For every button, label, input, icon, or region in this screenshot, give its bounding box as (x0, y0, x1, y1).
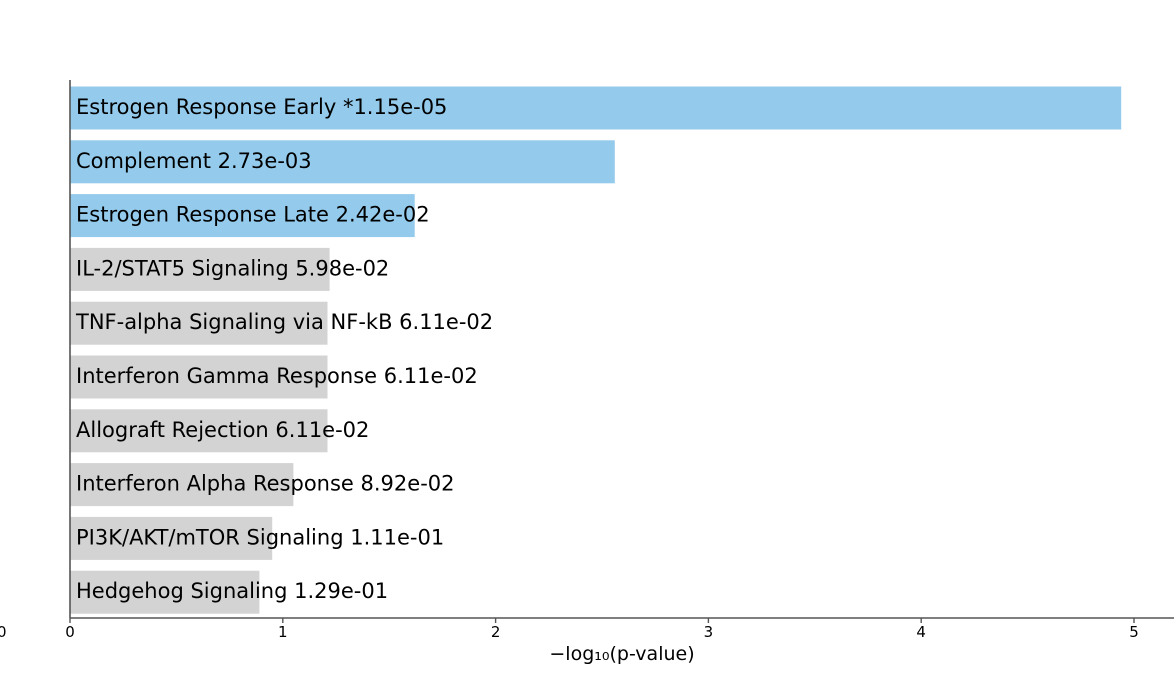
x-tick-label-5: 5 (1129, 623, 1139, 641)
bar-label-5: Interferon Gamma Response 6.11e-02 (76, 364, 478, 388)
axes-layer: 0 1 2 3 4 5 0 −log₁₀(p-value) (0, 80, 1174, 665)
bar-9 (70, 570, 260, 614)
bar-7 (70, 463, 294, 507)
x-ticks: 0 1 2 3 4 5 (65, 618, 1139, 641)
bar-4 (70, 301, 328, 345)
bars-layer (70, 86, 1122, 614)
x-tick-label-3: 3 (704, 623, 714, 641)
bar-0 (70, 86, 1122, 130)
bar-1 (70, 140, 615, 184)
bar-label-7: Interferon Alpha Response 8.92e-02 (76, 472, 455, 496)
bar-5 (70, 355, 328, 399)
x-tick-label-0: 0 (65, 623, 75, 641)
bar-label-4: TNF-alpha Signaling via NF-kB 6.11e-02 (75, 310, 493, 334)
bar-8 (70, 516, 273, 560)
x-tick-label-1: 1 (278, 623, 288, 641)
bar-label-3: IL-2/STAT5 Signaling 5.98e-02 (76, 256, 389, 280)
bar-label-8: PI3K/AKT/mTOR Signaling 1.11e-01 (76, 525, 444, 549)
bar-3 (70, 247, 330, 291)
bar-label-9: Hedgehog Signaling 1.29e-01 (76, 579, 388, 603)
bar-label-1: Complement 2.73e-03 (76, 149, 312, 173)
x-tick-label-4: 4 (916, 623, 926, 641)
bar-label-0: Estrogen Response Early *1.15e-05 (76, 95, 447, 119)
bar-2 (70, 194, 415, 238)
x-tick-label-2: 2 (491, 623, 501, 641)
bar-label-2: Estrogen Response Late 2.42e-02 (76, 203, 430, 227)
left-edge-tick-fragment: 0 (0, 623, 7, 641)
x-axis-title: −log₁₀(p-value) (549, 643, 694, 665)
bar-label-6: Allograft Rejection 6.11e-02 (76, 418, 369, 442)
bar-6 (70, 409, 328, 453)
bar-labels-layer: Estrogen Response Early *1.15e-05 Complem… (75, 95, 493, 603)
